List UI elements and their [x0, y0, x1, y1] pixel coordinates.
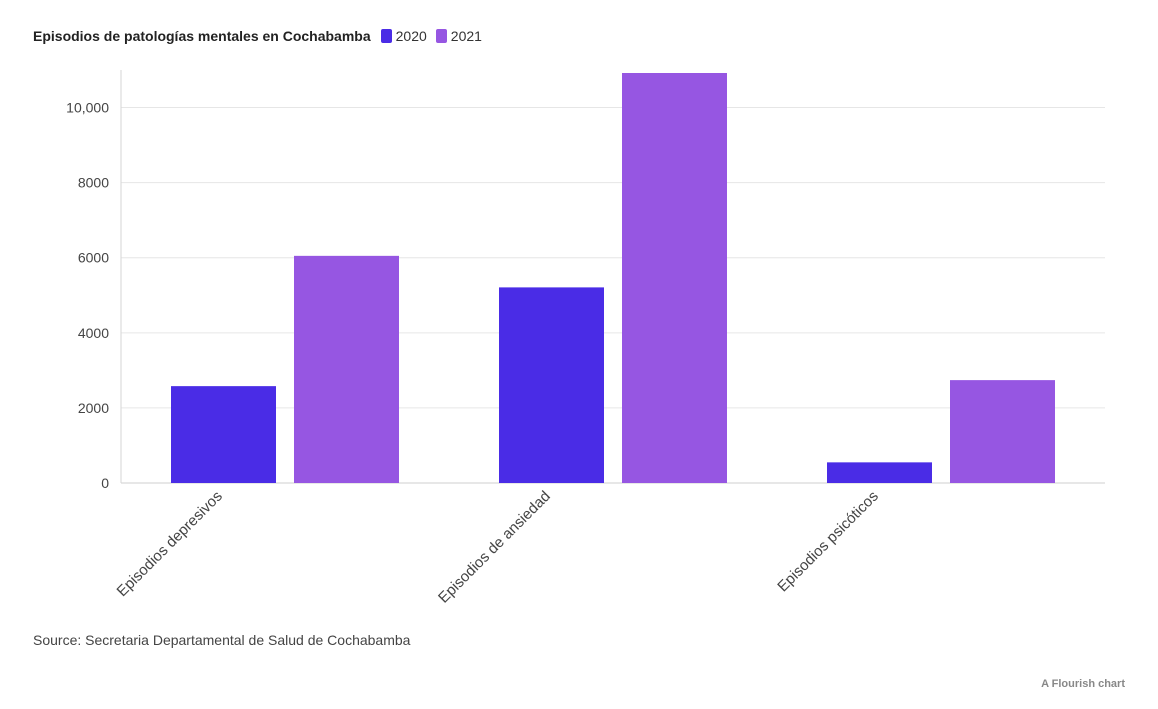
flourish-credit[interactable]: A Flourish chart	[1041, 678, 1125, 690]
bars	[171, 73, 1055, 484]
y-tick-label-10000: 10,000	[66, 100, 109, 116]
legend-item-2021[interactable]: 2021	[435, 28, 482, 44]
y-tick-label-8000: 8000	[78, 175, 109, 191]
bar-episodios-psicoticos-2020[interactable]	[827, 462, 932, 483]
chart-header: Episodios de patologías mentales en Coch…	[33, 26, 491, 46]
y-tick-label-4000: 4000	[78, 325, 109, 341]
bar-episodios-depresivos-2020[interactable]	[171, 386, 276, 483]
legend-label-2020: 2020	[395, 28, 427, 44]
gridlines	[121, 107, 1105, 484]
legend-item-2020[interactable]: 2020	[380, 28, 427, 44]
bar-episodios-psicoticos-2021[interactable]	[950, 380, 1055, 483]
bar-episodios-depresivos-2021[interactable]	[294, 255, 399, 483]
legend-swatch-2021	[435, 29, 447, 43]
source-note: Source: Secretaria Departamental de Salu…	[33, 632, 411, 648]
legend: 2020 2021	[380, 28, 491, 44]
y-tick-label-2000: 2000	[78, 400, 109, 416]
x-axis: Episodios depresivos Episodios de ansieda…	[114, 488, 882, 607]
legend-label-2021: 2021	[450, 28, 482, 44]
bar-episodios-de-ansiedad-2020[interactable]	[499, 287, 604, 483]
x-tick-label-episodios-depresivos: Episodios depresivos	[114, 488, 226, 600]
legend-swatch-2020	[380, 29, 392, 43]
x-tick-label-episodios-de-ansiedad: Episodios de ansiedad	[435, 488, 554, 607]
chart-title: Episodios de patologías mentales en Coch…	[33, 28, 371, 44]
bar-episodios-de-ansiedad-2021[interactable]	[622, 73, 727, 484]
y-tick-label-0: 0	[101, 475, 109, 491]
y-tick-label-6000: 6000	[78, 250, 109, 266]
x-tick-label-episodios-psicoticos: Episodios psicóticos	[774, 488, 882, 596]
y-axis: 0 2000 4000 6000 8000 10,000	[66, 70, 122, 491]
